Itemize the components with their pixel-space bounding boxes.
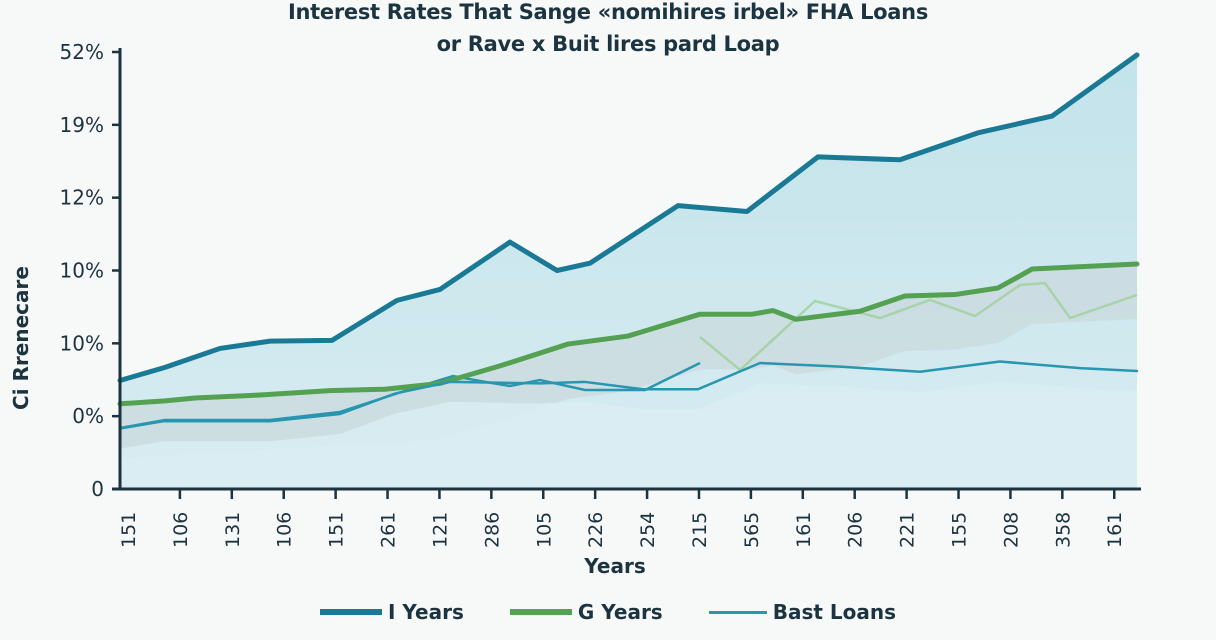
line-i-years — [117, 52, 1140, 383]
y-axis-title: Ci Rrenecare — [9, 266, 33, 410]
x-tick-label: 261 — [378, 512, 400, 548]
chart-subtitle: or Rave x Buit lires pard Loap — [436, 32, 780, 56]
x-tick-label: 206 — [845, 512, 867, 548]
x-tick-label: 121 — [429, 512, 451, 548]
x-axis-title: Years — [583, 554, 645, 578]
legend: I Years G Years Bast Loans — [0, 600, 1216, 624]
bast-loans-secondary-line — [119, 361, 701, 430]
x-tick-label: 131 — [222, 512, 244, 548]
x-tick-label: 106 — [274, 512, 296, 548]
x-tick-label: 226 — [585, 512, 607, 548]
chart-title: Interest Rates That Sange «nomihires irb… — [287, 0, 929, 24]
x-tick-label: 151 — [118, 512, 140, 548]
x-tick-label: 155 — [949, 512, 971, 548]
y-tick-label: 12% — [60, 186, 104, 210]
legend-item-i-years[interactable]: I Years — [319, 600, 464, 624]
line-g-years — [117, 261, 1140, 407]
x-tick-label: 215 — [689, 512, 711, 548]
legend-label: I Years — [387, 600, 464, 624]
x-tick-label: 151 — [326, 512, 348, 548]
legend-item-g-years[interactable]: G Years — [509, 600, 663, 624]
legend-swatch-g-years — [509, 609, 572, 615]
area-g-years — [120, 263, 1137, 459]
x-tick-label: 254 — [637, 512, 659, 548]
legend-label: Bast Loans — [772, 600, 897, 624]
y-tick-label: 10% — [60, 331, 104, 355]
ghost-line — [699, 281, 1138, 372]
area-i-years — [120, 54, 1137, 490]
x-tick-label: 105 — [533, 512, 555, 548]
x-tick-label: 161 — [1104, 512, 1126, 548]
x-tick-label: 286 — [481, 512, 503, 548]
y-tick-label: 10% — [60, 259, 104, 283]
y-tick-label: 19% — [60, 113, 104, 137]
area-bast-loans — [120, 381, 1137, 489]
axes: 0 0% 10% 10% 12% 19% 52% 151 106 131 106 151 261 121 2… — [60, 40, 1141, 548]
y-tick-label: 52% — [60, 40, 104, 64]
line-bast-loans — [118, 360, 1139, 430]
series-areas — [120, 54, 1137, 490]
x-tick-label: 106 — [170, 512, 192, 548]
legend-swatch-bast-loans — [708, 610, 767, 614]
x-tick-label: 221 — [897, 512, 919, 548]
legend-swatch-i-years — [319, 609, 382, 615]
x-tick-label: 358 — [1052, 512, 1074, 548]
y-tick-label: 0 — [91, 477, 104, 501]
series-lines — [117, 52, 1140, 430]
x-tick-label: 565 — [741, 512, 763, 548]
x-tick-label: 208 — [1000, 512, 1022, 548]
legend-item-bast-loans[interactable]: Bast Loans — [708, 600, 897, 624]
y-tick-label: 0% — [72, 404, 104, 428]
legend-label: G Years — [577, 600, 663, 624]
x-tick-label: 161 — [793, 512, 815, 548]
